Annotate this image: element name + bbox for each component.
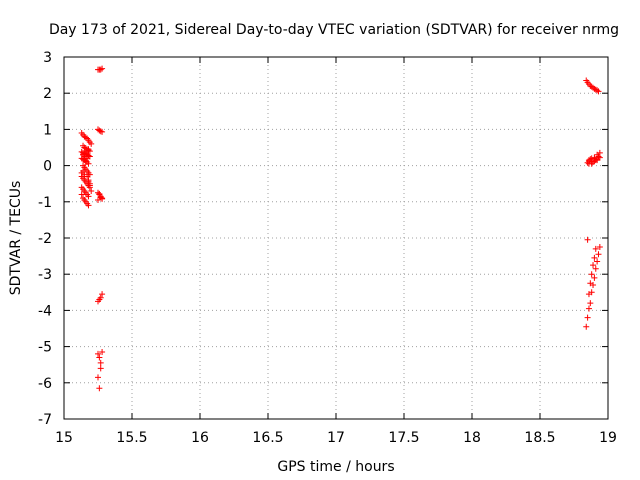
- data-point: [96, 190, 103, 197]
- data-point: [97, 359, 104, 366]
- data-point: [585, 158, 592, 165]
- data-point: [95, 196, 101, 203]
- data-point: [584, 236, 591, 243]
- grid-lines: [64, 57, 608, 419]
- data-point: [99, 291, 106, 298]
- data-point: [85, 202, 92, 209]
- chart-title: Day 173 of 2021, Sidereal Day-to-day VTE…: [49, 22, 619, 38]
- data-point: [97, 128, 104, 135]
- x-tick-label: 16.5: [252, 430, 283, 446]
- data-point: [84, 155, 91, 162]
- data-point: [590, 262, 597, 269]
- data-point: [584, 159, 591, 166]
- data-point: [95, 374, 101, 381]
- x-tick-label: 19: [599, 430, 617, 446]
- data-point: [96, 354, 103, 361]
- data-point: [81, 171, 88, 178]
- data-point: [96, 127, 103, 134]
- x-tick-label: 16: [191, 430, 209, 446]
- data-point: [596, 154, 603, 161]
- y-tick-label: 2: [43, 86, 52, 102]
- data-point: [85, 178, 92, 185]
- data-point: [588, 271, 595, 278]
- data-point: [97, 66, 104, 73]
- data-point: [82, 158, 89, 165]
- data-point: [596, 244, 603, 251]
- y-tick-label: -2: [38, 231, 52, 247]
- x-tick-label: 17.5: [388, 430, 419, 446]
- data-point: [591, 155, 598, 162]
- data-point: [78, 191, 85, 198]
- data-point: [587, 280, 594, 287]
- data-point: [594, 151, 601, 158]
- data-point: [80, 168, 87, 175]
- y-tick-label: -4: [38, 303, 52, 319]
- data-point: [80, 151, 87, 158]
- data-point: [587, 300, 594, 307]
- x-tick-label: 15.5: [116, 430, 147, 446]
- y-axis-label: SDTVAR / TECUs: [8, 181, 24, 296]
- x-tick-label: 18.5: [524, 430, 555, 446]
- data-point: [96, 385, 103, 392]
- x-tick-label: 18: [463, 430, 481, 446]
- data-points: [78, 65, 603, 392]
- data-point: [595, 251, 602, 258]
- y-tick-label: -6: [38, 376, 52, 392]
- x-axis-label: GPS time / hours: [277, 459, 394, 475]
- x-tick-labels: 15 15.5 16 16.5 17 17.5 18 18.5 19: [55, 430, 617, 446]
- y-tick-label: -7: [38, 412, 52, 428]
- data-point: [97, 365, 104, 372]
- data-point: [583, 323, 590, 330]
- data-point: [97, 194, 104, 201]
- y-tick-label: -1: [38, 195, 52, 211]
- data-point: [592, 245, 599, 252]
- data-point: [592, 265, 599, 272]
- axis-ticks: [63, 56, 609, 420]
- data-point: [85, 193, 92, 200]
- data-point: [591, 274, 598, 281]
- data-point: [585, 305, 592, 312]
- data-point: [584, 314, 591, 321]
- data-point: [95, 350, 101, 357]
- data-point: [85, 146, 92, 153]
- y-tick-label: -5: [38, 340, 52, 356]
- data-point: [588, 160, 595, 167]
- y-tick-label: 3: [43, 50, 52, 66]
- x-tick-label: 15: [55, 430, 73, 446]
- data-point: [82, 134, 89, 141]
- y-tick-label: 0: [43, 159, 52, 175]
- y-tick-label: -3: [38, 267, 52, 283]
- data-point: [591, 85, 598, 92]
- data-point: [97, 294, 104, 301]
- data-point: [99, 65, 106, 72]
- data-point: [85, 152, 92, 159]
- y-tick-label: 1: [43, 122, 52, 138]
- data-point: [99, 349, 106, 356]
- data-point: [99, 128, 106, 135]
- data-point: [594, 258, 601, 265]
- data-point: [86, 182, 93, 189]
- data-point: [595, 88, 602, 95]
- data-point: [88, 140, 95, 147]
- data-point: [594, 87, 601, 94]
- x-tick-label: 17: [327, 430, 345, 446]
- data-point: [99, 195, 106, 202]
- y-tick-labels: 3 2 1 0 -1 -2 -3 -4 -5 -6 -7: [38, 50, 52, 428]
- data-point: [88, 187, 95, 194]
- data-point: [591, 254, 598, 261]
- data-point: [585, 291, 592, 298]
